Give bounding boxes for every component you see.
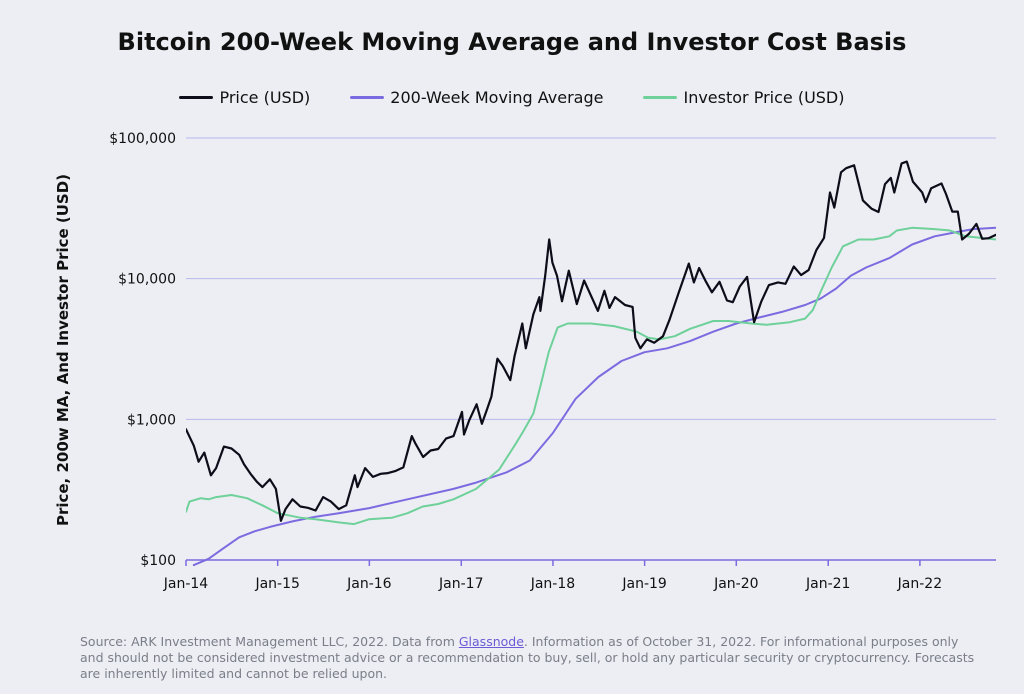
y-tick-label: $10,000	[118, 272, 176, 288]
source-text: Source: ARK Investment Management LLC, 2…	[80, 634, 459, 649]
x-tick-label: Jan-22	[897, 576, 942, 592]
series-line-investor-price	[186, 226, 996, 526]
series-line-200w-ma	[192, 226, 996, 567]
x-tick-label: Jan-16	[346, 576, 392, 592]
y-tick-label: $100	[140, 553, 176, 569]
x-tick-label: Jan-18	[530, 576, 575, 592]
source-note: Source: ARK Investment Management LLC, 2…	[80, 634, 980, 682]
x-tick-label: Jan-19	[621, 576, 666, 592]
source-disclaimer: . Information as of October 31, 2022. Fo…	[80, 634, 975, 681]
series-lines	[186, 160, 996, 567]
x-tick-label: Jan-21	[805, 576, 850, 592]
y-axis-label: Price, 200w MA, And Investor Price (USD)	[54, 173, 72, 527]
y-tick-label: $1,000	[127, 412, 176, 428]
legend-swatch-200w-ma	[350, 96, 385, 99]
legend-label-200w-ma: 200-Week Moving Average	[390, 88, 604, 107]
chart-legend: Price (USD) 200-Week Moving Average Inve…	[0, 88, 1024, 107]
y-tick-label: $100,000	[109, 131, 176, 147]
gridlines	[186, 137, 996, 561]
axes: $100 $1,000 $10,000 $100,000 Jan-14 Jan-15 Jan…	[109, 131, 996, 592]
x-tick-label: Jan-15	[254, 576, 299, 592]
glassnode-link[interactable]: Glassnode	[458, 634, 524, 649]
legend-swatch-investor-price	[643, 96, 678, 99]
legend-label-investor-price: Investor Price (USD)	[683, 88, 845, 107]
legend-item-200w-ma: 200-Week Moving Average	[350, 88, 603, 107]
legend-swatch-price	[179, 96, 214, 99]
series-line-price	[186, 160, 996, 522]
x-tick-label: Jan-14	[163, 576, 209, 592]
x-tick-label: Jan-20	[713, 576, 758, 592]
legend-label-price: Price (USD)	[219, 88, 311, 107]
legend-item-investor-price: Investor Price (USD)	[643, 88, 845, 107]
x-tick-label: Jan-17	[438, 576, 483, 592]
legend-item-price: Price (USD)	[179, 88, 310, 107]
chart-title: Bitcoin 200-Week Moving Average and Inve…	[117, 28, 907, 56]
